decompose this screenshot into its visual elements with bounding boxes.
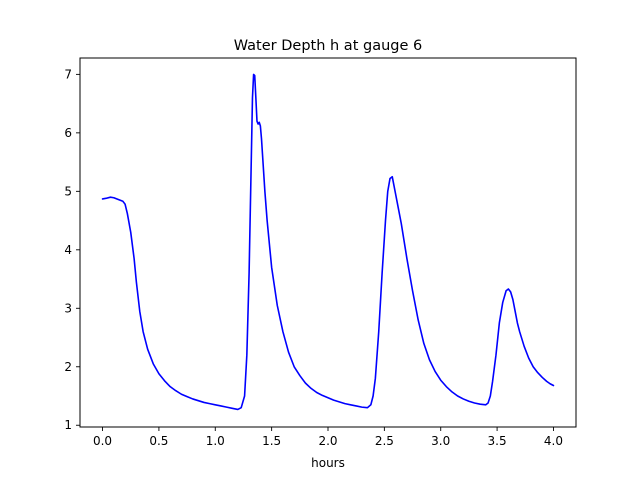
y-tick-label: 7 bbox=[64, 67, 72, 81]
chart-title: Water Depth h at gauge 6 bbox=[234, 38, 422, 54]
x-tick-label: 3.5 bbox=[488, 434, 507, 448]
x-tick-label: 2.0 bbox=[318, 434, 337, 448]
x-axis-label: hours bbox=[311, 456, 345, 470]
x-tick-label: 0.5 bbox=[149, 434, 168, 448]
x-tick-label: 4.0 bbox=[544, 434, 563, 448]
y-axis-ticks: 1 2 3 4 5 6 7 bbox=[64, 67, 80, 432]
y-tick-label: 5 bbox=[64, 184, 72, 198]
y-tick-label: 4 bbox=[64, 243, 72, 257]
y-tick-label: 6 bbox=[64, 126, 72, 140]
x-tick-label: 2.5 bbox=[375, 434, 394, 448]
x-tick-label: 3.0 bbox=[431, 434, 450, 448]
x-tick-label: 0.0 bbox=[93, 434, 112, 448]
y-tick-label: 3 bbox=[64, 301, 72, 315]
x-tick-label: 1.0 bbox=[206, 434, 225, 448]
y-tick-label: 2 bbox=[64, 360, 72, 374]
x-axis-ticks: 0.0 0.5 1.0 1.5 2.0 2.5 3.0 3.5 4.0 bbox=[93, 427, 563, 448]
plot-area bbox=[79, 57, 577, 428]
series-line-water-depth bbox=[101, 73, 555, 411]
plot-frame bbox=[79, 57, 577, 428]
y-tick-label: 1 bbox=[64, 418, 72, 432]
x-tick-label: 1.5 bbox=[262, 434, 281, 448]
